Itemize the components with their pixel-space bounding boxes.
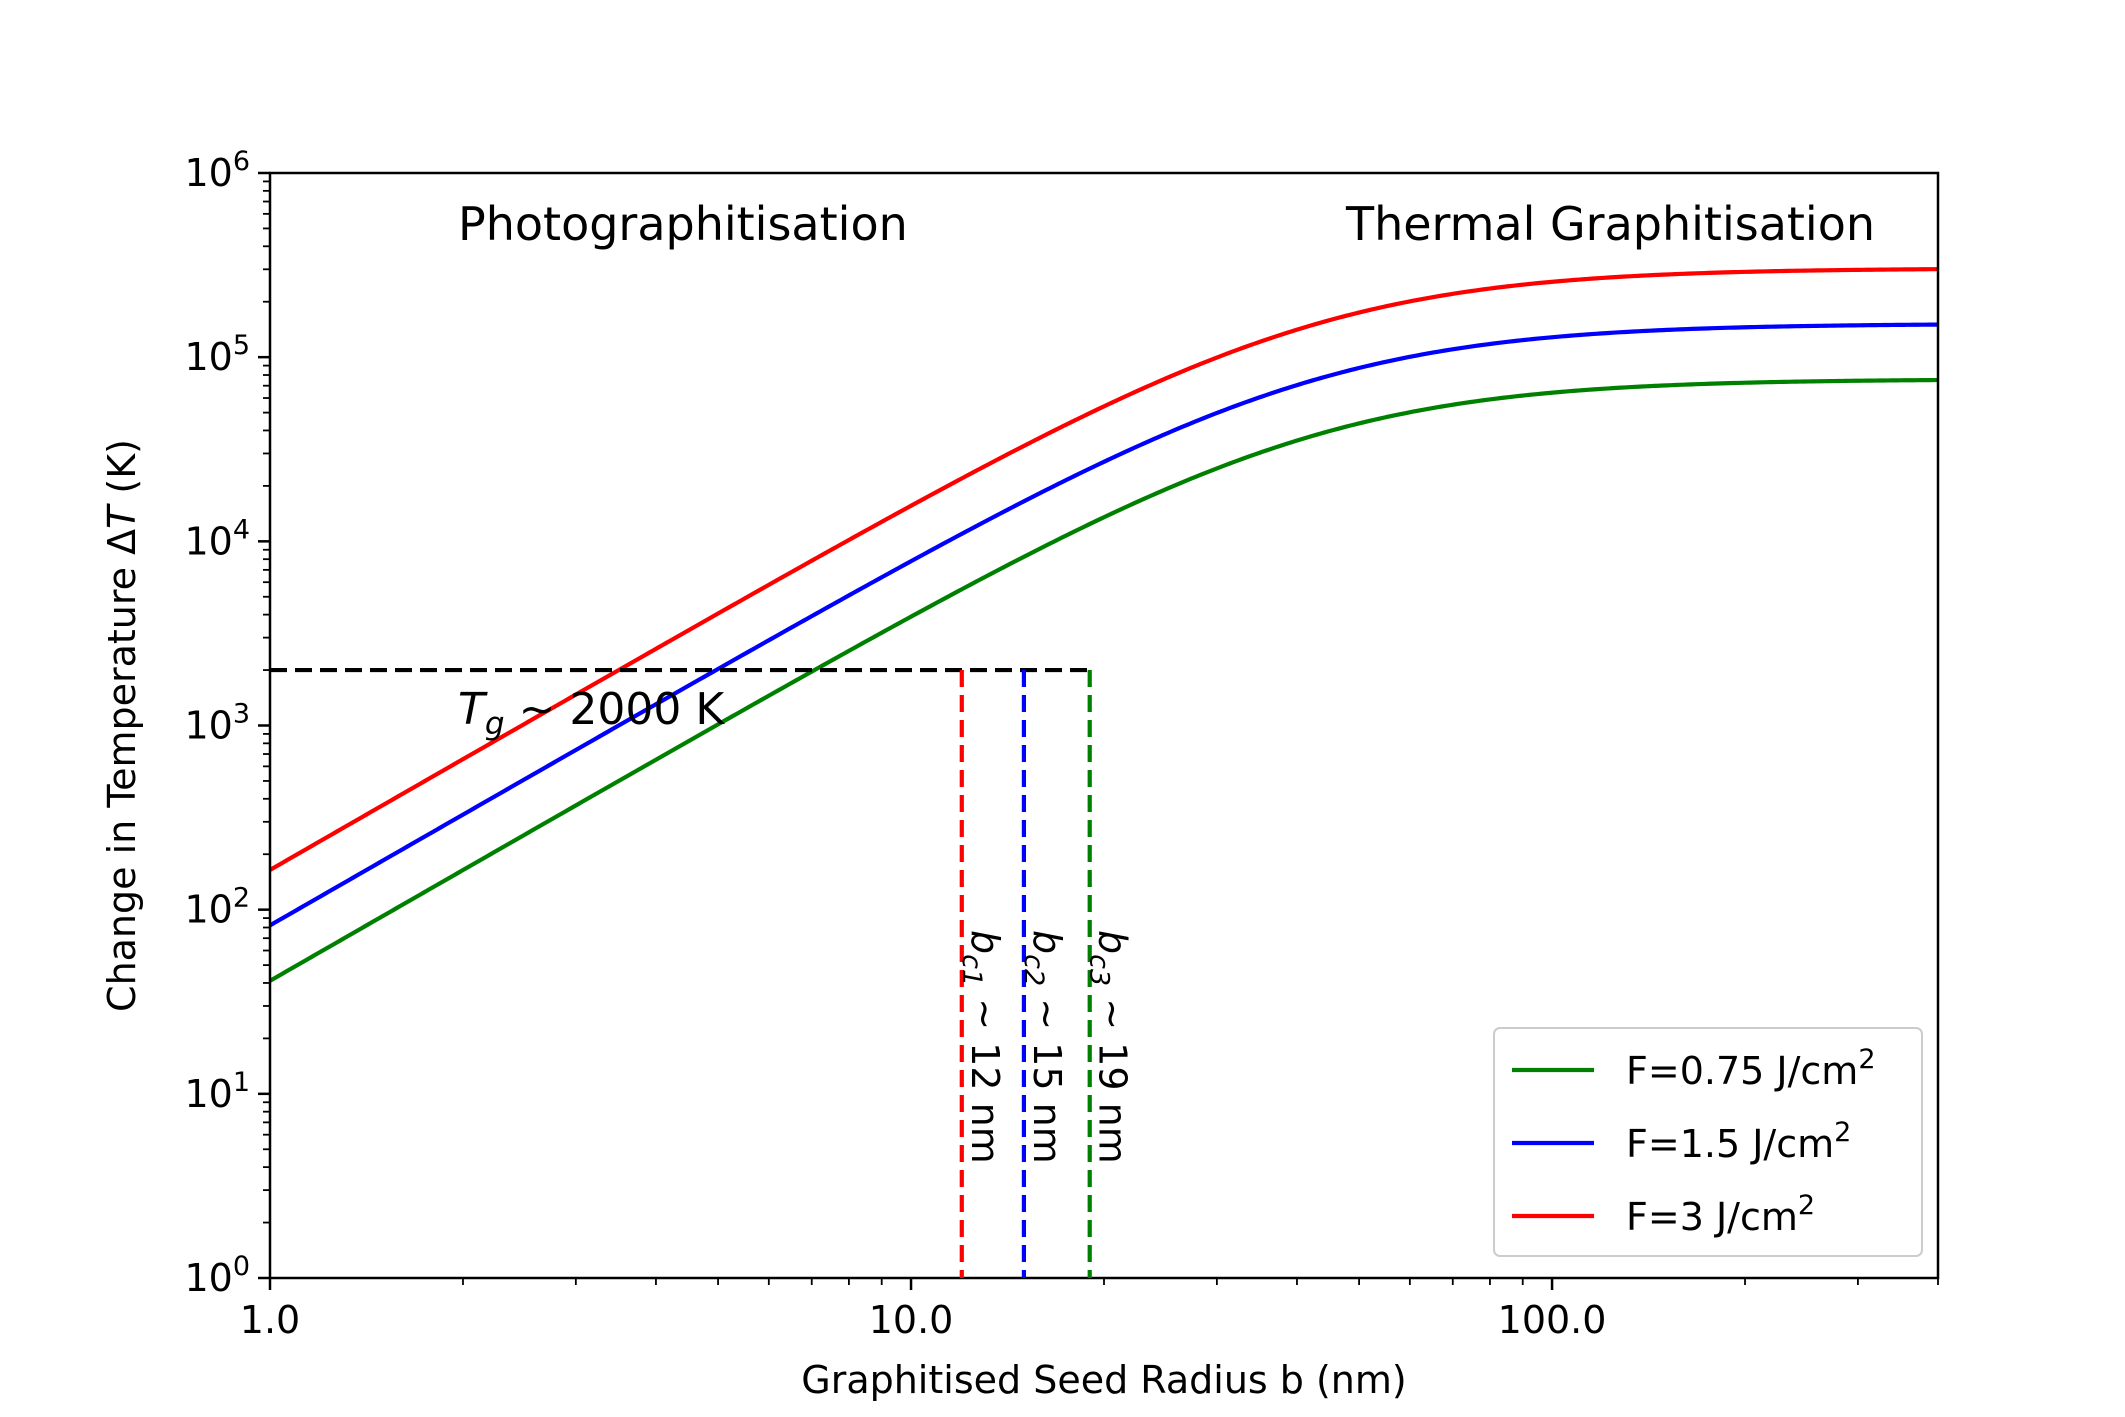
legend-label-2: F=3 J/cm2 [1626,1190,1815,1239]
y-tick-label-5: 105 [184,330,250,379]
y-tick-label-0: 100 [184,1251,250,1300]
x-tick-label-0: 1.0 [240,1298,300,1342]
series-line-2 [270,267,1938,872]
critical-label-2: bc1 ~ 12 nm [956,930,1007,1164]
y-tick-label-2: 102 [184,883,250,932]
critical-label-0: bc3 ~ 19 nm [1084,930,1135,1164]
plot-area [270,267,1938,983]
critical-label-1: bc2 ~ 15 nm [1018,930,1069,1164]
x-axis-label: Graphitised Seed Radius b (nm) [801,1358,1406,1402]
axes: 1.0 10.0 100.0 100 101 102 103 104 105 106 Graphit… [100,146,1940,1402]
x-tick-label-2: 100.0 [1498,1298,1607,1342]
series-line-1 [270,322,1938,928]
threshold-label: Tg ~ 2000 K [458,684,725,742]
region-label-left: Photographitisation [458,197,908,251]
series-line-0 [270,377,1938,983]
y-tick-label-3: 103 [184,699,250,748]
y-tick-label-6: 106 [184,146,250,195]
region-label-right: Thermal Graphitisation [1345,197,1875,251]
y-axis-label: Change in Temperature ΔT (K) [100,439,144,1012]
y-tick-label-4: 104 [184,514,250,563]
legend-label-0: F=0.75 J/cm2 [1626,1044,1876,1093]
legend-box [1493,1027,1923,1257]
y-tick-label-1: 101 [184,1067,250,1116]
x-tick-label-1: 10.0 [869,1298,954,1342]
legend-label-1: F=1.5 J/cm2 [1626,1117,1851,1166]
legend: F=0.75 J/cm2 F=1.5 J/cm2 F=3 J/cm2 [1493,1027,1923,1257]
